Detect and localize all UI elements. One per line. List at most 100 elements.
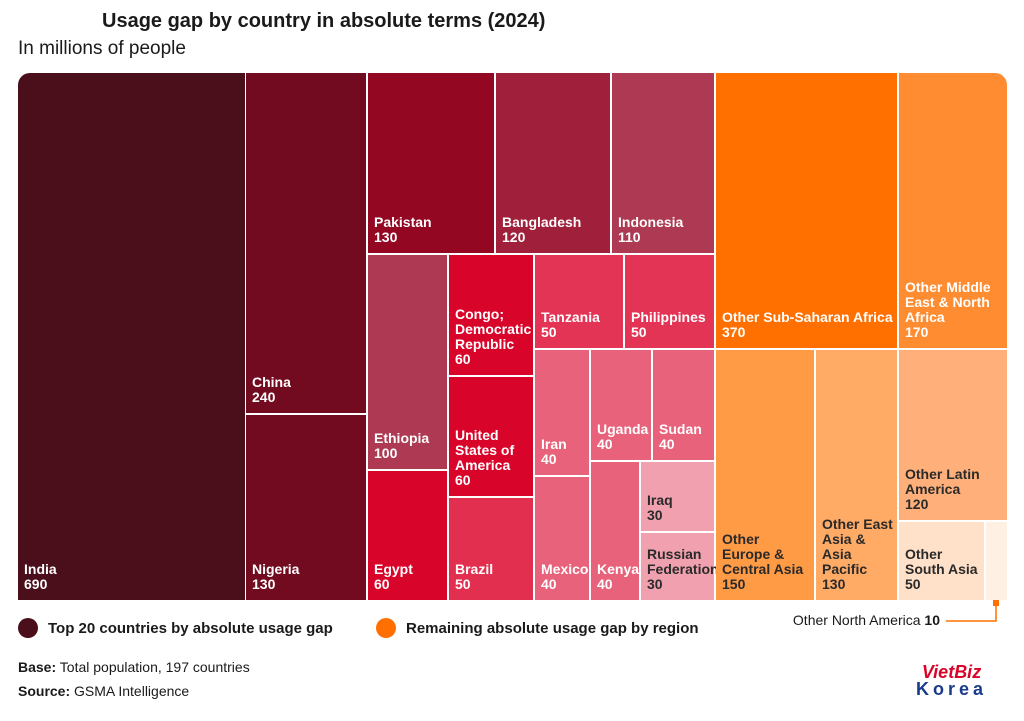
tile-name: Other Latin America (905, 466, 980, 497)
tile-value: 60 (374, 576, 390, 592)
tile-value: 40 (597, 576, 613, 592)
legend-label: Top 20 countries by absolute usage gap (48, 619, 333, 637)
tile: Sudan 40 (653, 350, 714, 460)
source-text: GSMA Intelligence (74, 683, 190, 699)
tile: Other Middle East & North Africa 170 (899, 73, 1007, 348)
tile-name: Iraq (647, 492, 673, 508)
tile-name: China (252, 374, 291, 390)
tile-name: Nigeria (252, 561, 300, 577)
tile-value: 690 (24, 576, 48, 592)
tile-name: Indonesia (618, 214, 684, 230)
tile-label: United States of America 60 (455, 428, 529, 488)
source-note: Source: GSMA Intelligence (18, 683, 189, 699)
tile-name: Philippines (631, 309, 706, 325)
tile: Iraq 30 (641, 462, 714, 531)
tile-label: Egypt 60 (374, 562, 443, 592)
tile: India 690 (18, 73, 245, 600)
tile-name: Sudan (659, 421, 702, 437)
tile-value: 60 (455, 351, 471, 367)
tile: Congo; Democratic Republic 60 (449, 255, 533, 375)
tile-label: Uganda 40 (597, 421, 649, 452)
tile-value: 130 (374, 229, 398, 245)
tile-label: Nigeria 130 (252, 562, 362, 592)
tile: Indonesia 110 (612, 73, 714, 253)
tile: Brazil 50 (449, 498, 533, 600)
tile: Nigeria 130 (246, 415, 366, 600)
tile: Russian Federation 30 (641, 533, 719, 600)
tile: Egypt 60 (368, 471, 447, 600)
tile-label: Bangladesh 120 (502, 215, 606, 245)
tile-name: Congo; Democratic Republic (455, 306, 532, 352)
tile-name: Other Europe & Central Asia (722, 531, 804, 577)
tile-value: 110 (618, 229, 641, 245)
tile: United States of America 60 (449, 377, 533, 496)
tile-value: 120 (502, 229, 526, 245)
tile-name: Bangladesh (502, 214, 582, 230)
tile-value: 50 (541, 324, 557, 340)
tile-label: Other Middle East & North Africa 170 (905, 280, 1003, 340)
tile (986, 522, 1007, 600)
legend-item: Top 20 countries by absolute usage gap (18, 618, 333, 638)
tile-name: Uganda (597, 421, 649, 437)
tile-value: 240 (252, 389, 276, 405)
tile-value: 50 (631, 324, 647, 340)
tile-name: Pakistan (374, 214, 432, 230)
treemap: India 690 China 240 Nigeria 130 Pakistan 130 Ban… (18, 73, 1007, 600)
tile-label: Indonesia 110 (618, 215, 710, 245)
tile-label: Kenya 40 (597, 561, 640, 592)
logo-bottom: Korea (916, 679, 988, 699)
tile-label: Philippines 50 (631, 310, 710, 340)
tile-label: Other Europe & Central Asia 150 (722, 532, 810, 592)
tile: Philippines 50 (625, 255, 714, 348)
tile-label: Ethiopia 100 (374, 431, 443, 461)
tile-value: 40 (541, 576, 557, 592)
tile: Iran 40 (535, 350, 589, 475)
tile-label: Iraq 30 (647, 493, 710, 523)
tile-name: Other Middle East & North Africa (905, 279, 991, 325)
chart-title: Usage gap by country in absolute terms (… (102, 10, 546, 32)
tile: Other East Asia & Asia Pacific 130 (816, 350, 897, 600)
tile-label: Other South Asia 50 (905, 547, 980, 592)
tile-name: India (24, 561, 57, 577)
tile-value: 370 (722, 324, 746, 340)
tile-name: Ethiopia (374, 430, 430, 446)
logo-top: VietBiz (921, 662, 982, 682)
tile: Ethiopia 100 (368, 255, 447, 469)
tile-label: Pakistan 130 (374, 215, 490, 245)
annotation: Other North America 10 (793, 612, 940, 628)
logo: VietBiz Korea (916, 662, 988, 699)
legend-swatch (18, 618, 38, 638)
tile-name: Brazil (455, 561, 494, 577)
tile: Tanzania 50 (535, 255, 623, 348)
tile-name: Tanzania (541, 309, 600, 325)
tile: Other South Asia 50 (899, 522, 984, 600)
annotation-name: Other North America (792, 612, 921, 628)
base-text: Total population, 197 countries (59, 659, 250, 675)
tile-name: Kenya (597, 561, 640, 577)
legend-swatch (376, 618, 396, 638)
tile-label: Other Latin America 120 (905, 467, 1003, 512)
tile-value: 130 (822, 576, 846, 592)
base-note: Base: Total population, 197 countries (18, 659, 250, 675)
tile-label: Russian Federation 30 (647, 547, 719, 592)
tile: Bangladesh 120 (496, 73, 610, 253)
tile-value: 130 (252, 576, 276, 592)
source-label: Source: (18, 683, 71, 699)
tile-label: Mexico 40 (541, 562, 588, 592)
tile-name: United States of America (455, 427, 515, 473)
base-label: Base: (18, 659, 57, 675)
tile-value: 30 (647, 576, 663, 592)
tile-value: 30 (647, 507, 663, 523)
connector-dot (993, 600, 999, 606)
tile-label: Other East Asia & Asia Pacific 130 (822, 517, 893, 592)
tile: Other Europe & Central Asia 150 (716, 350, 814, 600)
tile-name: Iran (541, 436, 567, 452)
tile-value: 60 (455, 472, 471, 488)
tile-name: Egypt (374, 561, 413, 577)
tile-label: Brazil 50 (455, 562, 529, 592)
tile-value: 170 (905, 324, 929, 340)
connector-line (946, 602, 997, 622)
tile: Kenya 40 (591, 462, 639, 600)
tile-label: Congo; Democratic Republic 60 (455, 306, 532, 367)
